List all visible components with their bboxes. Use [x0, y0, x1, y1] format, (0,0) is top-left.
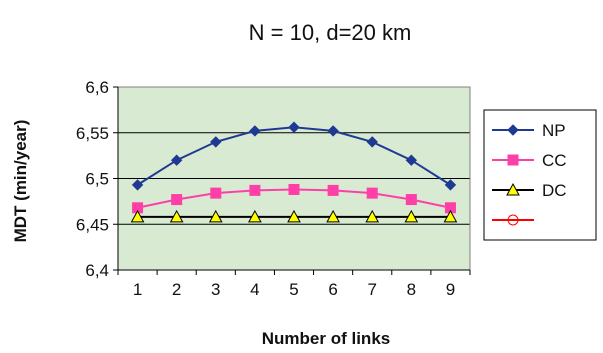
series-group [130, 121, 458, 223]
data-point [327, 184, 339, 196]
series-cc [132, 183, 456, 214]
x-tick-label: 1 [133, 280, 142, 299]
data-point [130, 209, 145, 223]
x-tick-label: 5 [289, 280, 298, 299]
chart-title: N = 10, d=20 km [249, 20, 412, 45]
x-axis-ticks: 1 2 3 4 5 6 7 8 9 [117, 270, 471, 299]
data-point [249, 125, 261, 137]
data-point [366, 187, 378, 199]
data-point [249, 184, 261, 196]
data-point [248, 209, 262, 223]
x-tick-label: 4 [250, 280, 259, 299]
data-point [169, 209, 184, 223]
data-point [171, 194, 183, 206]
data-point [444, 179, 457, 191]
data-point [405, 154, 418, 166]
x-axis-label: Number of links [262, 329, 390, 348]
data-point [288, 183, 300, 195]
legend: NP CC DC [483, 109, 597, 241]
y-tick-label: 6,4 [85, 261, 109, 280]
data-point [365, 209, 380, 223]
y-tick-label: 6,5 [85, 170, 109, 189]
x-tick-label: 2 [172, 280, 181, 299]
x-tick-label: 9 [446, 280, 455, 299]
legend-label: NP [542, 121, 566, 140]
data-point [208, 209, 223, 223]
data-point [443, 209, 458, 223]
data-point [210, 187, 222, 199]
data-point [405, 194, 417, 206]
data-point [366, 136, 378, 148]
data-point [131, 179, 144, 191]
data-point [210, 136, 222, 148]
y-tick-label: 6,45 [76, 215, 109, 234]
x-tick-label: 6 [328, 280, 337, 299]
y-axis-label: MDT (min/year) [11, 120, 30, 243]
data-point [170, 154, 183, 166]
legend-box [483, 109, 597, 241]
data-point [288, 121, 300, 133]
data-point [327, 125, 339, 137]
legend-item [492, 214, 534, 226]
legend-marker [506, 182, 520, 196]
data-point [287, 209, 301, 223]
legend-item: NP [492, 121, 566, 140]
y-axis-ticks: 6,4 6,45 6,5 6,55 6,6 [76, 78, 118, 280]
legend-label: DC [542, 181, 567, 200]
x-tick-label: 7 [367, 280, 376, 299]
data-point [326, 209, 340, 223]
data-point [404, 209, 419, 223]
legend-marker [507, 154, 519, 166]
series-dc [130, 209, 458, 223]
legend-item: CC [492, 151, 567, 170]
legend-marker [507, 214, 519, 226]
x-tick-label: 8 [407, 280, 416, 299]
y-tick-label: 6,55 [76, 124, 109, 143]
legend-marker [507, 124, 519, 136]
legend-label: CC [542, 151, 567, 170]
y-tick-label: 6,6 [85, 78, 109, 97]
legend-item: DC [492, 181, 567, 200]
x-tick-label: 3 [211, 280, 220, 299]
series-np [131, 121, 457, 191]
